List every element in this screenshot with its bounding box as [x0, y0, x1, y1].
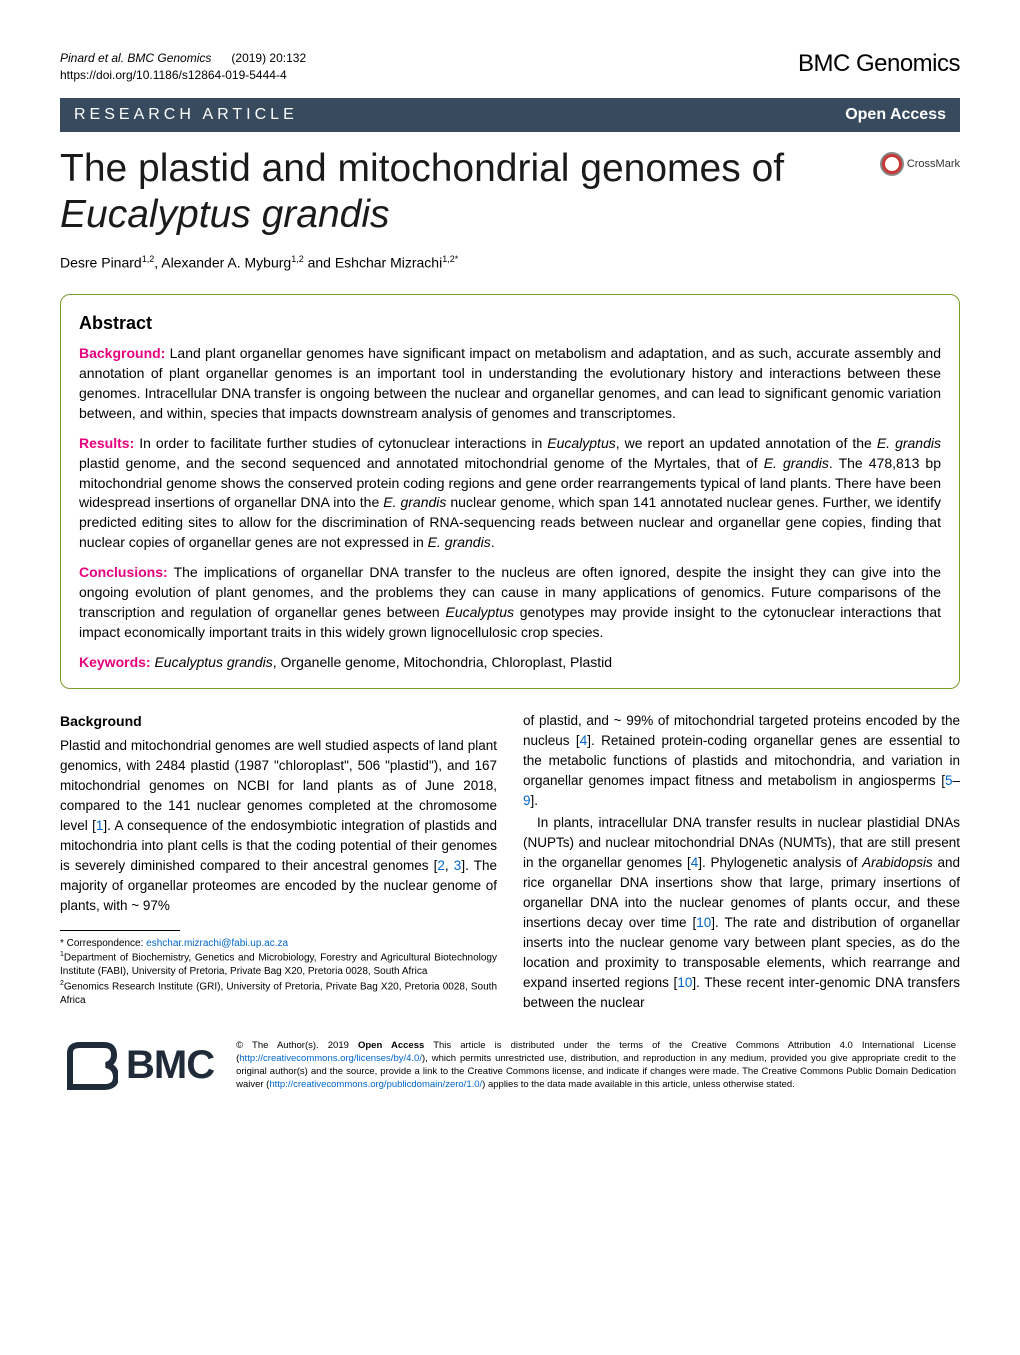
abstract-background-paragraph: Background: Land plant organellar genome…	[79, 344, 941, 424]
citation-authors: Pinard et al. BMC Genomics	[60, 51, 211, 65]
open-access-label: Open Access	[845, 106, 946, 124]
footer-bar: BMC © The Author(s). 2019 Open Access Th…	[60, 1039, 960, 1093]
license-link-2[interactable]: http://creativecommons.org/publicdomain/…	[269, 1079, 482, 1090]
article-type-label: RESEARCH ARTICLE	[74, 106, 298, 124]
running-header: Pinard et al. BMC Genomics (2019) 20:132…	[60, 50, 960, 84]
title-line1: The plastid and mitochondrial genomes of	[60, 147, 784, 190]
left-column: Background Plastid and mitochondrial gen…	[60, 711, 497, 1015]
background-paragraph-right-2: In plants, intracellular DNA transfer re…	[523, 813, 960, 1013]
right-column: of plastid, and ~ 99% of mitochondrial t…	[523, 711, 960, 1015]
author-list: Desre Pinard1,2, Alexander A. Myburg1,2 …	[60, 254, 960, 271]
abstract-conclusions-label: Conclusions:	[79, 564, 168, 580]
article-title: The plastid and mitochondrial genomes of…	[60, 146, 864, 238]
author-1-affil: 1,2	[142, 254, 155, 264]
footnote-divider	[60, 930, 180, 931]
background-paragraph-right-1: of plastid, and ~ 99% of mitochondrial t…	[523, 711, 960, 811]
ref-link-10[interactable]: 10	[696, 915, 711, 930]
article-type-bar: RESEARCH ARTICLE Open Access	[60, 98, 960, 132]
license-text: © The Author(s). 2019 Open Access This a…	[236, 1040, 956, 1091]
correspondence-line: * Correspondence: eshchar.mizrachi@fabi.…	[60, 937, 497, 951]
abstract-conclusions-paragraph: Conclusions: The implications of organel…	[79, 563, 941, 643]
ref-link-10b[interactable]: 10	[677, 975, 692, 990]
crossmark-badge[interactable]: CrossMark	[880, 152, 960, 176]
author-3-affil: 1,2*	[442, 254, 458, 264]
bmc-logo: BMC	[64, 1039, 214, 1093]
crossmark-label: CrossMark	[907, 158, 960, 170]
title-line2-italic: Eucalyptus grandis	[60, 193, 390, 236]
background-paragraph-1: Plastid and mitochondrial genomes are we…	[60, 736, 497, 916]
author-2-affil: 1,2	[291, 254, 304, 264]
abstract-results-paragraph: Results: In order to facilitate further …	[79, 434, 941, 553]
affiliation-2: 2Genomics Research Institute (GRI), Univ…	[60, 979, 497, 1007]
author-2: , Alexander A. Myburg	[154, 254, 291, 270]
abstract-background-text: Land plant organellar genomes have signi…	[79, 345, 941, 421]
journal-logo: BMC Genomics	[798, 50, 960, 78]
citation-block: Pinard et al. BMC Genomics (2019) 20:132…	[60, 50, 306, 84]
abstract-heading: Abstract	[79, 313, 941, 334]
doi-text: https://doi.org/10.1186/s12864-019-5444-…	[60, 68, 287, 82]
affiliation-1: 1Department of Biochemistry, Genetics an…	[60, 950, 497, 978]
correspondence-email-link[interactable]: eshchar.mizrachi@fabi.up.ac.za	[146, 938, 288, 949]
author-3: and Eshchar Mizrachi	[304, 254, 443, 270]
abstract-background-label: Background:	[79, 345, 165, 361]
license-link-1[interactable]: http://creativecommons.org/licenses/by/4…	[239, 1053, 422, 1064]
crossmark-icon	[880, 152, 904, 176]
background-heading: Background	[60, 711, 497, 732]
citation-issue: (2019) 20:132	[215, 51, 306, 65]
abstract-results-label: Results:	[79, 435, 134, 451]
ref-link-2[interactable]: 2	[437, 858, 445, 873]
bmc-logo-text: BMC	[126, 1043, 214, 1088]
abstract-keywords-paragraph: Keywords: Eucalyptus grandis, Organelle …	[79, 653, 941, 673]
body-columns: Background Plastid and mitochondrial gen…	[60, 711, 960, 1015]
bmc-logo-icon	[64, 1039, 118, 1093]
abstract-box: Abstract Background: Land plant organell…	[60, 294, 960, 689]
footnotes: * Correspondence: eshchar.mizrachi@fabi.…	[60, 937, 497, 1007]
ref-link-9[interactable]: 9	[523, 793, 531, 808]
author-1: Desre Pinard	[60, 254, 142, 270]
abstract-keywords-label: Keywords:	[79, 654, 151, 670]
